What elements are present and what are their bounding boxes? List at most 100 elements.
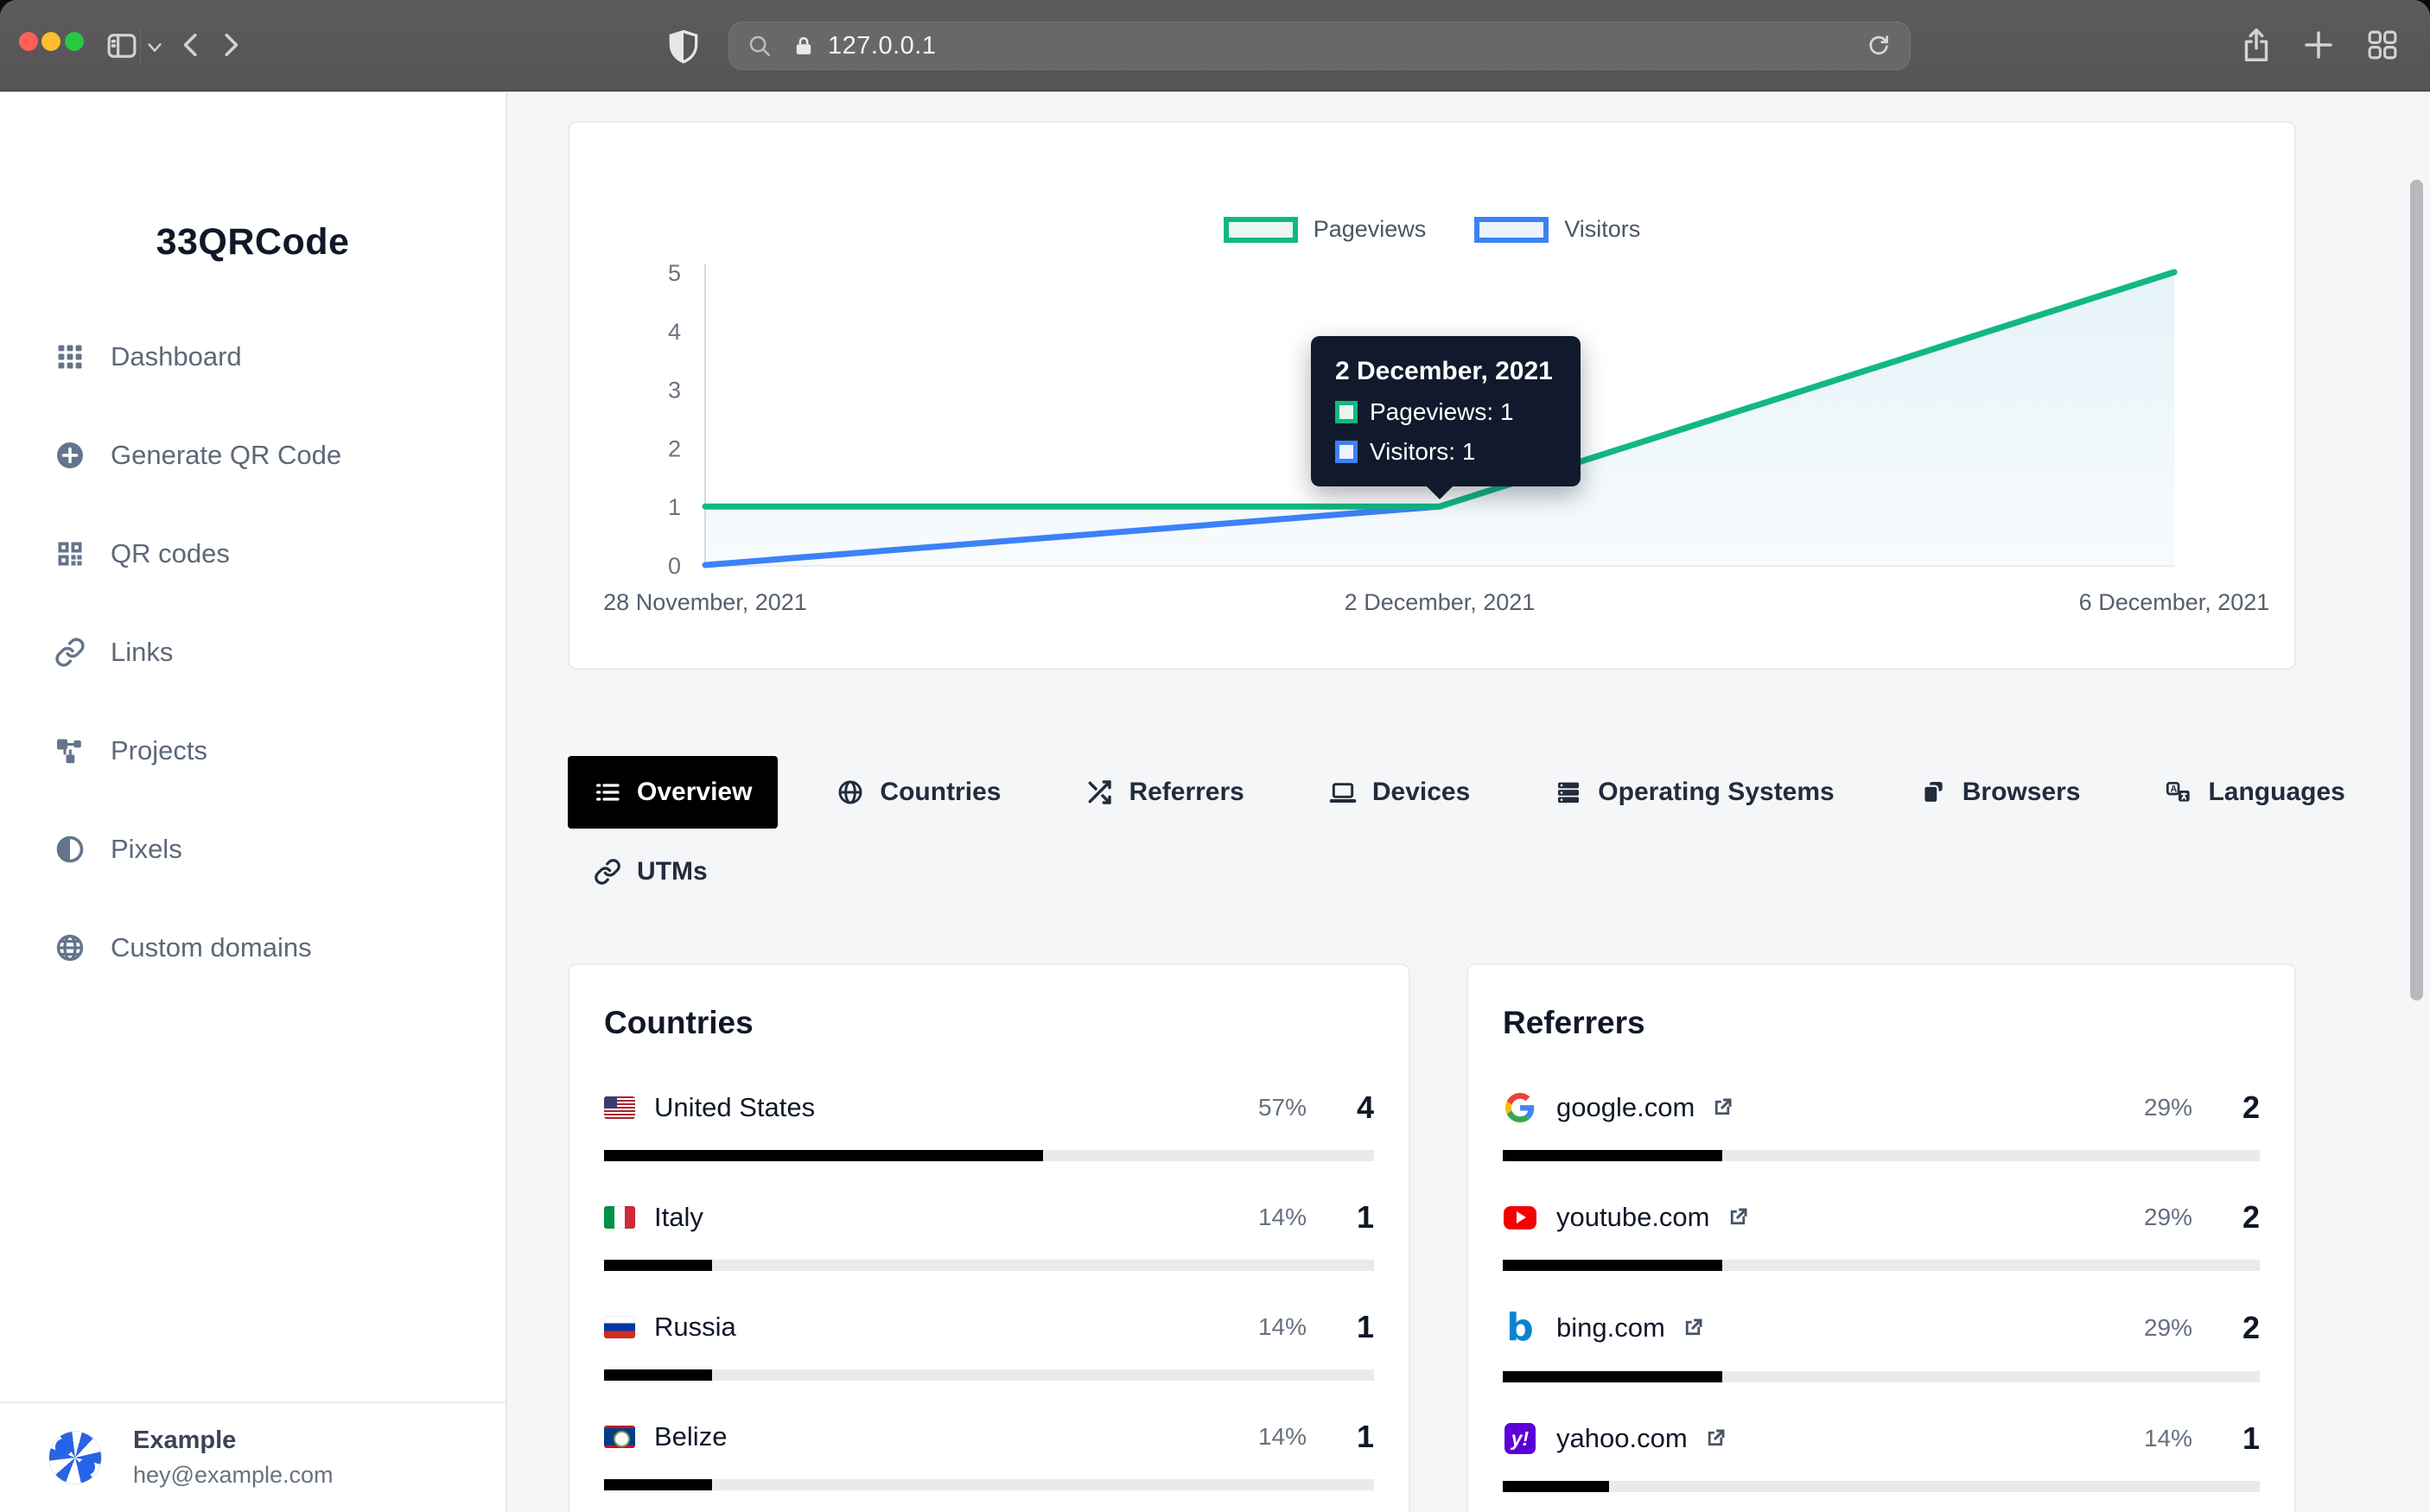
tab-browsers[interactable]: Browsers <box>1893 756 2107 829</box>
sidebar-item-dashboard[interactable]: Dashboard <box>0 308 506 406</box>
sidebar-item-custom-domains[interactable]: Custom domains <box>0 899 506 997</box>
country-count: 1 <box>1356 1419 1374 1454</box>
countries-card: Countries United States 57% 4 Italy 14% <box>568 963 1410 1512</box>
analytics-chart-card: 5 4 3 2 1 0 Pageviews Visitors 2 December, 20… <box>568 121 2296 670</box>
sidebar: 33QRCode Dashboard <box>0 92 507 1512</box>
svg-text:A: A <box>2171 784 2178 794</box>
google-logo-icon <box>1503 1093 1537 1122</box>
bing-logo-icon: b <box>1506 1306 1534 1350</box>
list-icon <box>596 784 620 801</box>
referrer-percent: 29% <box>2143 1314 2192 1341</box>
sidebar-nav: Dashboard Generate QR Code <box>0 308 506 997</box>
tab-operating-systems[interactable]: Operating Systems <box>1529 756 1860 829</box>
tab-devices[interactable]: Devices <box>1303 756 1496 829</box>
referrer-name: youtube.com <box>1556 1202 1710 1232</box>
sidebar-item-projects[interactable]: Projects <box>0 702 506 800</box>
globe-icon <box>54 932 86 963</box>
x-axis-label: 2 December, 2021 <box>1344 589 1536 615</box>
country-name: Belize <box>654 1421 728 1452</box>
svg-text:4: 4 <box>668 319 681 345</box>
italy-flag-icon <box>604 1206 635 1229</box>
progress-track <box>1503 1260 2260 1271</box>
progress-fill <box>604 1260 712 1271</box>
projects-icon <box>54 735 86 766</box>
legend-label: Pageviews <box>1313 216 1427 242</box>
reload-icon[interactable] <box>1865 32 1892 60</box>
tooltip-date: 2 December, 2021 <box>1335 357 1553 385</box>
sidebar-item-pixels[interactable]: Pixels <box>0 800 506 899</box>
sidebar-item-generate-qr-code[interactable]: Generate QR Code <box>0 406 506 505</box>
referrer-name: yahoo.com <box>1556 1423 1688 1453</box>
tab-label: Countries <box>880 778 1002 806</box>
sidebar-toggle-icon[interactable] <box>104 28 140 64</box>
progress-track <box>604 1369 1374 1381</box>
external-link-icon[interactable] <box>1726 1205 1750 1229</box>
referrer-count: 2 <box>2242 1199 2260 1235</box>
us-flag-icon <box>604 1096 635 1119</box>
tab-overview-icon[interactable] <box>2364 27 2401 63</box>
address-bar[interactable]: 127.0.0.1 <box>728 22 1911 70</box>
country-name: Italy <box>654 1202 703 1232</box>
x-axis-labels: 28 November, 2021 2 December, 2021 6 Dec… <box>569 589 2294 624</box>
tab-languages[interactable]: A Languages <box>2139 756 2370 829</box>
svg-text:1: 1 <box>668 494 681 520</box>
svg-text:0: 0 <box>668 553 681 579</box>
external-link-icon[interactable] <box>1710 1096 1734 1120</box>
tab-referrers[interactable]: Referrers <box>1059 756 1269 829</box>
analytics-tabs: Overview Countries Referrers Devices <box>568 756 2371 829</box>
new-tab-icon[interactable] <box>2300 27 2337 63</box>
share-icon[interactable] <box>2236 25 2276 65</box>
country-name: Russia <box>654 1312 736 1342</box>
country-percent: 14% <box>1257 1423 1307 1450</box>
tab-utms[interactable]: UTMs <box>568 835 734 908</box>
tab-countries[interactable]: Countries <box>811 756 1027 829</box>
page-scrollbar-thumb[interactable] <box>2410 180 2423 1001</box>
card-title: Countries <box>604 1005 754 1040</box>
forward-button[interactable] <box>214 29 245 60</box>
sidebar-item-links[interactable]: Links <box>0 603 506 702</box>
belize-flag-icon <box>604 1426 635 1448</box>
user-name: Example <box>133 1426 237 1454</box>
user-profile[interactable]: Example hey@example.com <box>0 1401 506 1512</box>
avatar <box>48 1431 102 1484</box>
progress-track <box>604 1479 1374 1490</box>
globe-icon <box>838 780 862 804</box>
back-button[interactable] <box>176 29 207 60</box>
zoom-window-button[interactable] <box>65 32 84 51</box>
progress-track <box>604 1150 1374 1161</box>
external-link-icon[interactable] <box>1703 1426 1727 1451</box>
country-row: Italy 14% 1 <box>604 1199 1374 1271</box>
server-icon <box>1558 782 1580 804</box>
chart-legend: Pageviews Visitors <box>569 216 2294 243</box>
country-count: 4 <box>1356 1090 1374 1125</box>
tab-label: Overview <box>637 778 753 806</box>
referrer-row: y! yahoo.com 14% 1 <box>1503 1420 2260 1492</box>
progress-track <box>1503 1481 2260 1492</box>
app-logo: 33QRCode <box>156 221 350 263</box>
referrer-count: 2 <box>2242 1310 2260 1345</box>
tab-overview[interactable]: Overview <box>568 756 779 829</box>
external-link-icon[interactable] <box>1681 1316 1705 1340</box>
russia-flag-icon <box>604 1316 635 1338</box>
search-icon <box>749 35 770 56</box>
country-row: United States 57% 4 <box>604 1090 1374 1161</box>
privacy-shield-icon[interactable] <box>665 27 703 65</box>
legend-pageviews[interactable]: Pageviews <box>1223 216 1427 243</box>
referrer-name: google.com <box>1556 1092 1695 1122</box>
referrer-percent: 29% <box>2143 1094 2192 1121</box>
visitors-swatch <box>1335 441 1358 463</box>
referrer-count: 2 <box>2242 1090 2260 1125</box>
x-axis-label: 28 November, 2021 <box>603 589 807 615</box>
minimize-window-button[interactable] <box>41 32 60 51</box>
legend-visitors[interactable]: Visitors <box>1474 216 1640 243</box>
progress-fill <box>1503 1371 1723 1382</box>
yahoo-logo-icon: y! <box>1503 1423 1537 1454</box>
progress-track <box>1503 1150 2260 1161</box>
chevron-down-icon[interactable] <box>145 38 164 57</box>
country-percent: 57% <box>1257 1094 1307 1121</box>
plus-circle-icon <box>54 440 86 471</box>
toolbar-divider <box>140 28 141 64</box>
sidebar-item-qr-codes[interactable]: QR codes <box>0 505 506 603</box>
country-percent: 14% <box>1257 1313 1307 1340</box>
close-window-button[interactable] <box>19 32 38 51</box>
